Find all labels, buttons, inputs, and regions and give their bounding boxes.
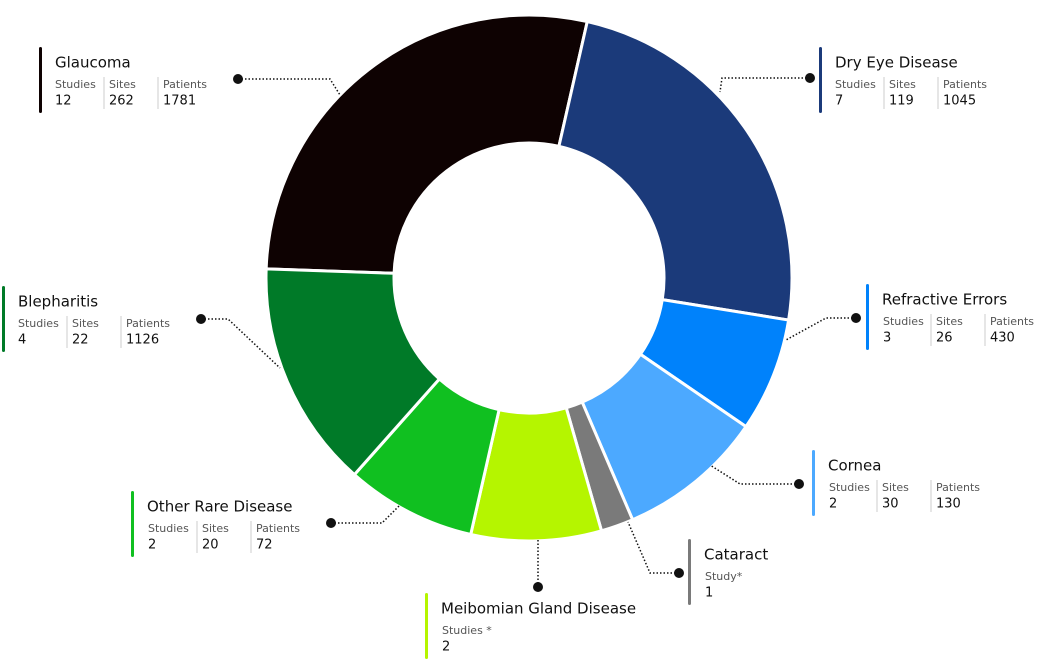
leader-line xyxy=(238,78,341,96)
leader-dot xyxy=(794,479,804,489)
stat-value: 2 xyxy=(148,538,156,553)
label-bar xyxy=(425,593,428,659)
leader-dot xyxy=(674,568,684,578)
stat-value: 2 xyxy=(829,497,837,512)
stat-label: Studies xyxy=(148,522,189,535)
stat-value: 1 xyxy=(705,586,713,601)
leader-line xyxy=(627,521,679,574)
leader-line xyxy=(709,464,799,485)
category-label: Other Rare Disease xyxy=(147,498,292,516)
leader-line xyxy=(331,504,401,524)
leader-dot xyxy=(326,518,336,528)
leader-dot xyxy=(851,313,861,323)
leader-dot xyxy=(805,73,815,83)
stat-label: Patients xyxy=(943,78,987,91)
donut-segment xyxy=(264,267,441,477)
stat-value: 12 xyxy=(55,94,72,109)
stat-value: 2 xyxy=(442,640,450,655)
stat-value: 30 xyxy=(882,497,899,512)
stat-label: Studies xyxy=(55,78,96,91)
stat-label: Sites xyxy=(202,522,229,535)
label-bar xyxy=(131,491,134,557)
category-label: Cornea xyxy=(828,457,881,475)
stat-label: Studies xyxy=(18,317,59,330)
stat-label: Sites xyxy=(72,317,99,330)
stat-label: Patients xyxy=(990,315,1034,328)
stat-value: 262 xyxy=(109,94,134,109)
stat-label: Studies * xyxy=(442,624,492,637)
stat-label: Patients xyxy=(256,522,300,535)
stat-label: Patients xyxy=(126,317,170,330)
leader-dot xyxy=(196,314,206,324)
stat-label: Sites xyxy=(109,78,136,91)
label-bar xyxy=(866,284,869,350)
category-label: Glaucoma xyxy=(55,54,131,72)
leader-line xyxy=(785,317,856,341)
leader-dot xyxy=(533,582,543,592)
category-label: Refractive Errors xyxy=(882,291,1007,309)
stat-value: 20 xyxy=(202,538,219,553)
stat-value: 22 xyxy=(72,333,89,348)
stat-value: 119 xyxy=(889,94,914,109)
donut-segment xyxy=(557,20,794,322)
leader-line xyxy=(719,77,810,93)
category-label: Cataract xyxy=(704,546,768,564)
stat-label: Sites xyxy=(936,315,963,328)
stat-value: 7 xyxy=(835,94,843,109)
label-bar xyxy=(2,286,5,352)
label-bar xyxy=(819,47,822,113)
category-label: Blepharitis xyxy=(18,293,98,311)
stat-label: Studies xyxy=(883,315,924,328)
stat-value: 430 xyxy=(990,331,1015,346)
category-label: Dry Eye Disease xyxy=(835,54,958,72)
stat-label: Studies xyxy=(835,78,876,91)
stat-label: Patients xyxy=(163,78,207,91)
leader-line xyxy=(201,318,281,369)
stat-value: 1781 xyxy=(163,94,196,109)
label-bar xyxy=(812,450,815,516)
stat-label: Sites xyxy=(889,78,916,91)
category-label: Meibomian Gland Disease xyxy=(441,600,636,618)
stat-label: Studies xyxy=(829,481,870,494)
label-bar xyxy=(39,47,42,113)
stat-label: Patients xyxy=(936,481,980,494)
stat-value: 72 xyxy=(256,538,273,553)
leader-dot xyxy=(233,74,243,84)
stat-value: 1045 xyxy=(943,94,976,109)
stat-value: 26 xyxy=(936,331,953,346)
stat-label: Sites xyxy=(882,481,909,494)
label-bar xyxy=(688,539,691,605)
stat-label: Study* xyxy=(705,570,743,583)
donut-segment xyxy=(264,13,589,275)
stat-value: 1126 xyxy=(126,333,159,348)
stat-value: 4 xyxy=(18,333,26,348)
stat-value: 3 xyxy=(883,331,891,346)
stat-value: 130 xyxy=(936,497,961,512)
